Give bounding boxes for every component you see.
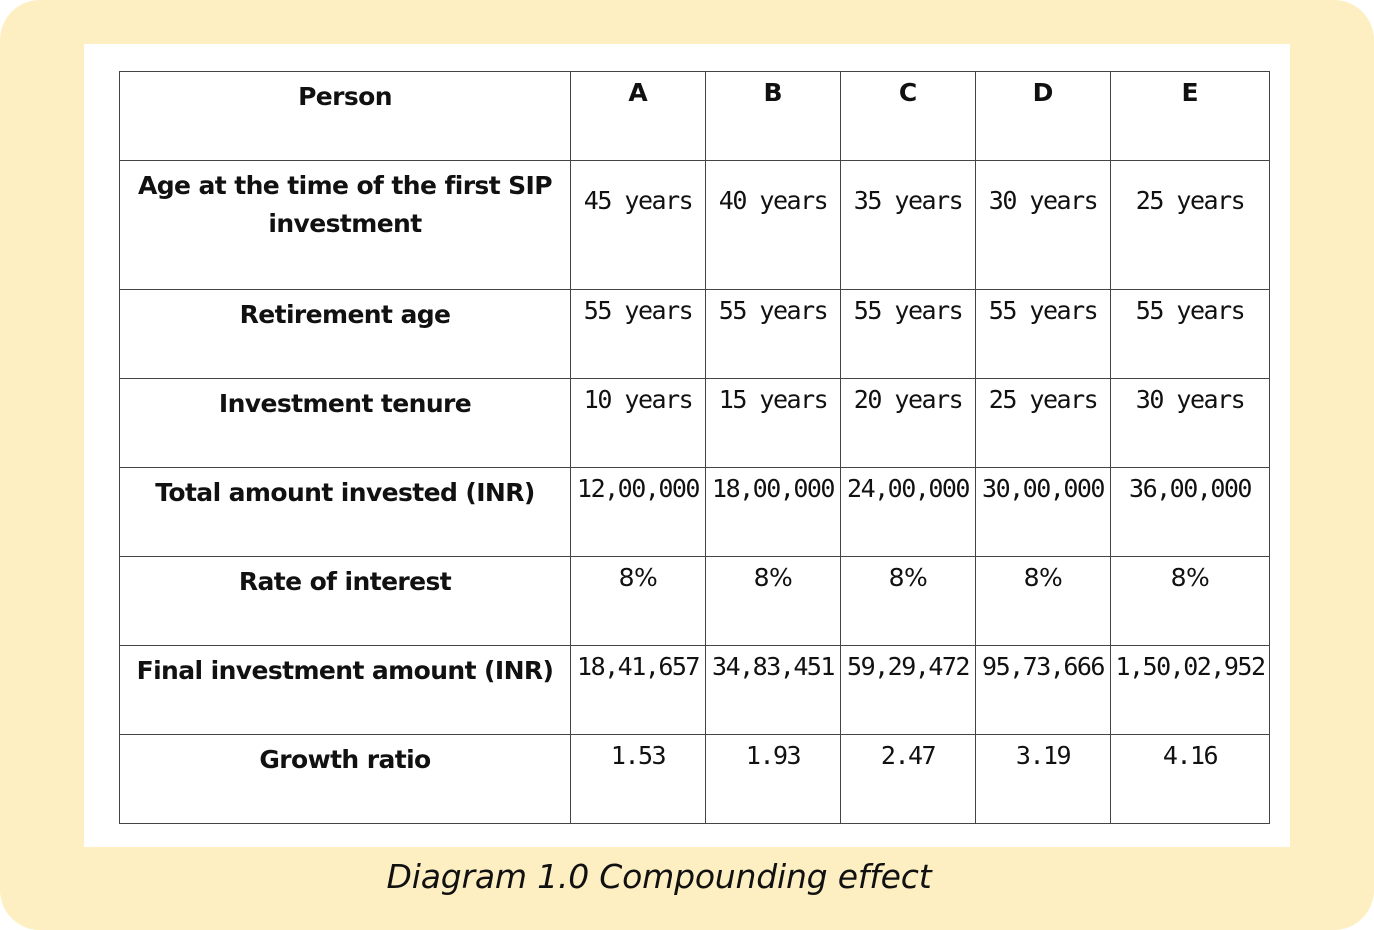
row-label-age: Age at the time of the first SIP investm…: [119, 160, 571, 290]
row-label-final-amount: Final investment amount (INR): [119, 645, 571, 735]
table-cell: 55 years: [840, 289, 976, 379]
table-cell: 2.47: [840, 734, 976, 824]
table-cell: 8%: [705, 556, 841, 646]
table-cell: 95,73,666: [975, 645, 1111, 735]
header-col-b: B: [705, 71, 841, 161]
header-person: Person: [119, 71, 571, 161]
table-cell: 3.19: [975, 734, 1111, 824]
table-row: Investment tenure 10 years 15 years 20 y…: [119, 378, 1270, 468]
row-label-growth-ratio: Growth ratio: [119, 734, 571, 824]
table-row: Retirement age 55 years 55 years 55 year…: [119, 289, 1270, 379]
table-cell: 8%: [570, 556, 706, 646]
table-cell: 55 years: [705, 289, 841, 379]
table-cell: 10 years: [570, 378, 706, 468]
table-cell: 8%: [1110, 556, 1270, 646]
table-cell: 25 years: [975, 378, 1111, 468]
table-header-row: Person A B C D E: [119, 71, 1270, 161]
table-cell: 35 years: [840, 160, 976, 290]
table-cell: 8%: [975, 556, 1111, 646]
table-cell: 30,00,000: [975, 467, 1111, 557]
table-cell: 55 years: [1110, 289, 1270, 379]
table-cell: 12,00,000: [570, 467, 706, 557]
table-cell: 18,00,000: [705, 467, 841, 557]
table-cell: 1.93: [705, 734, 841, 824]
header-col-c: C: [840, 71, 976, 161]
row-label-total-invested: Total amount invested (INR): [119, 467, 571, 557]
table-cell: 1,50,02,952: [1110, 645, 1270, 735]
table-row: Age at the time of the first SIP investm…: [119, 160, 1270, 290]
row-label-rate: Rate of interest: [119, 556, 571, 646]
table-cell: 20 years: [840, 378, 976, 468]
table-cell: 24,00,000: [840, 467, 976, 557]
table-row: Growth ratio 1.53 1.93 2.47 3.19 4.16: [119, 734, 1270, 824]
table-cell: 34,83,451: [705, 645, 841, 735]
table-cell: 55 years: [975, 289, 1111, 379]
table-cell: 1.53: [570, 734, 706, 824]
table-cell: 30 years: [1110, 378, 1270, 468]
header-col-e: E: [1110, 71, 1270, 161]
table-cell: 45 years: [570, 160, 706, 290]
header-col-d: D: [975, 71, 1111, 161]
table-row: Final investment amount (INR) 18,41,657 …: [119, 645, 1270, 735]
table-row: Total amount invested (INR) 12,00,000 18…: [119, 467, 1270, 557]
table-cell: 18,41,657: [570, 645, 706, 735]
table-cell: 55 years: [570, 289, 706, 379]
table-cell: 59,29,472: [840, 645, 976, 735]
row-label-retirement-age: Retirement age: [119, 289, 571, 379]
diagram-caption: Diagram 1.0 Compounding effect: [386, 857, 932, 896]
table-cell: 30 years: [975, 160, 1111, 290]
table-cell: 25 years: [1110, 160, 1270, 290]
table-row: Rate of interest 8% 8% 8% 8% 8%: [119, 556, 1270, 646]
compounding-table: Person A B C D E Age at the time of the …: [119, 71, 1270, 824]
table-cell: 40 years: [705, 160, 841, 290]
header-col-a: A: [570, 71, 706, 161]
table-cell: 36,00,000: [1110, 467, 1270, 557]
table-cell: 4.16: [1110, 734, 1270, 824]
row-label-tenure: Investment tenure: [119, 378, 571, 468]
table-cell: 15 years: [705, 378, 841, 468]
table-cell: 8%: [840, 556, 976, 646]
